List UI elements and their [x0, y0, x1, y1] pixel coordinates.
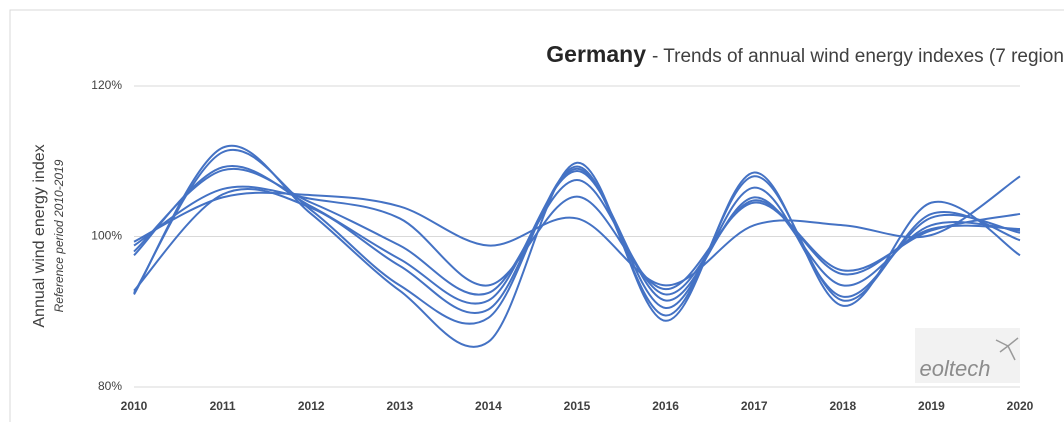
- x-tick-label: 2015: [564, 399, 591, 413]
- y-axis-label: Annual wind energy index: [31, 144, 48, 327]
- y-tick-label: 80%: [98, 379, 122, 393]
- logo-box: [915, 328, 1020, 383]
- logo-icon: [995, 337, 1019, 361]
- x-tick-label: 2017: [741, 399, 768, 413]
- x-tick-label: 2014: [475, 399, 502, 413]
- y-tick-label: 100%: [91, 229, 122, 243]
- series-line: [133, 175, 1021, 287]
- y-axis-sublabel: Reference period 2010-2019: [52, 159, 66, 312]
- logo: eoltech: [920, 356, 991, 381]
- chart-frame: [9, 9, 1064, 422]
- series-line: [133, 167, 1021, 314]
- chart-title: Germany: [546, 41, 646, 67]
- x-tick-label: 2016: [652, 399, 679, 413]
- x-tick-label: 2011: [210, 399, 236, 413]
- x-tick-label: 2020: [1007, 399, 1034, 413]
- chart-subtitle: - Trends of annual wind energy indexes (…: [652, 46, 1064, 67]
- y-tick-label: 120%: [91, 78, 122, 92]
- series-line: [133, 144, 1021, 348]
- series-line: [133, 167, 1021, 296]
- x-tick-label: 2010: [121, 399, 148, 413]
- series-line: [133, 185, 1021, 291]
- x-tick-label: 2012: [298, 399, 325, 413]
- x-tick-label: 2019: [918, 399, 945, 413]
- series-line: [133, 165, 1021, 305]
- x-tick-label: 2013: [386, 399, 413, 413]
- x-tick-label: 2018: [829, 399, 856, 413]
